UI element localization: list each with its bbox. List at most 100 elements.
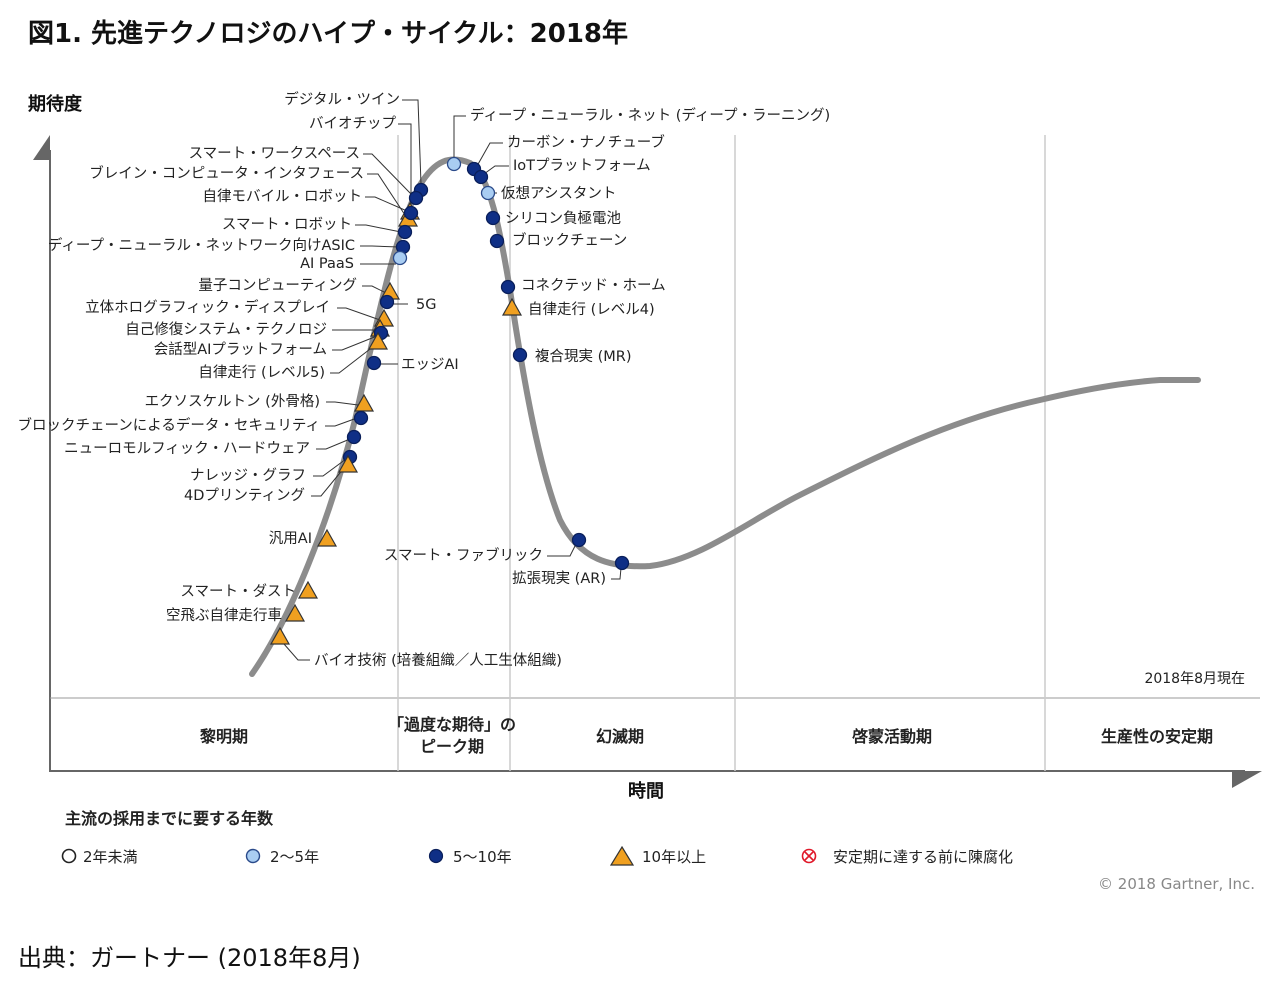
tech-label: シリコン負極電池 — [505, 210, 621, 227]
tech-marker-circle — [571, 532, 587, 548]
tech-marker-triangle — [353, 393, 375, 412]
tech-label: デジタル・ツイン — [284, 90, 400, 108]
tech-marker-circle — [353, 410, 369, 426]
tech-label: 複合現実 (MR) — [535, 348, 632, 365]
tech-label: バイオチップ — [309, 115, 396, 132]
legend-marker-5to10 — [428, 848, 444, 864]
leader-line — [363, 153, 413, 196]
leader-line — [367, 173, 406, 216]
phase-label-slope: 啓蒙活動期 — [852, 727, 932, 746]
tech-label: スマート・ファブリック — [384, 546, 543, 564]
source-note: 出典：ガートナー (2018年8月) — [18, 944, 361, 972]
tech-marker-circle — [485, 210, 501, 226]
phase-label-plateau: 生産性の安定期 — [1101, 727, 1213, 746]
copyright: © 2018 Gartner, Inc. — [1098, 875, 1255, 893]
tech-label: ブロックチェーンによるデータ・セキュリティ — [18, 416, 320, 434]
tech-label: ブレイン・コンピュータ・インタフェース — [89, 164, 364, 182]
tech-marker-circle — [379, 294, 395, 310]
chart-title: 図1. 先進テクノロジのハイプ・サイクル：2018年 — [28, 18, 628, 49]
tech-label: バイオ技術 (培養組織／人工生体組織) — [314, 651, 562, 669]
tech-marker-triangle — [367, 331, 389, 350]
leader-line — [313, 458, 347, 477]
leader-line — [325, 417, 358, 427]
tech-label: エッジAI — [401, 357, 459, 373]
tech-marker-circle — [366, 355, 382, 371]
tech-label: 汎用AI — [269, 530, 312, 547]
leader-line — [330, 345, 375, 374]
leader-line — [283, 643, 310, 661]
leader-lines — [283, 99, 622, 661]
y-axis-arrow — [33, 135, 50, 160]
tech-marker-triangle — [501, 297, 523, 316]
tech-label: 自律走行 (レベル5) — [198, 364, 325, 381]
hype-curve — [249, 156, 1201, 677]
tech-label: 仮想アシスタント — [501, 185, 616, 202]
leader-line — [326, 401, 359, 406]
leader-line — [365, 196, 408, 212]
legend-marker-lt2 — [61, 848, 77, 864]
tech-marker-circle — [446, 156, 462, 172]
leader-line — [476, 142, 503, 167]
tech-label: 空飛ぶ自律走行車 — [166, 607, 282, 624]
tech-label: ブロックチェーン — [512, 231, 627, 249]
tech-marker-circle — [403, 205, 419, 221]
tech-label: カーボン・ナノチューブ — [507, 133, 665, 151]
tech-marker-circle — [500, 279, 516, 295]
tech-marker-circle — [473, 169, 489, 185]
leader-line — [362, 285, 387, 294]
tech-label: ニューロモルフィック・ハードウェア — [64, 440, 310, 457]
leader-line — [453, 115, 466, 157]
tech-marker-triangle — [337, 454, 359, 473]
legend-marker-gt10 — [609, 845, 635, 866]
leader-line — [402, 99, 422, 185]
phase-label-trough: 幻滅期 — [596, 727, 644, 746]
tech-label: 4Dプリンティング — [184, 487, 305, 504]
tech-marker-circle — [397, 224, 413, 240]
leader-line — [483, 165, 509, 175]
leader-line — [611, 567, 622, 580]
tech-label: 自律モバイル・ロボット — [203, 188, 363, 205]
leader-line — [337, 307, 381, 321]
tech-marker-triangle — [316, 528, 338, 547]
tech-marker-triangle — [297, 580, 319, 599]
tech-label: 拡張現実 (AR) — [512, 570, 606, 587]
tech-label: コネクテッド・ホーム — [521, 277, 666, 294]
x-axis-label: 時間 — [628, 781, 664, 802]
leader-line — [547, 543, 577, 557]
leader-line — [355, 224, 402, 233]
leader-line — [398, 123, 412, 205]
tech-label: 量子コンピューティング — [198, 277, 357, 294]
legend-label-lt2: 2年未満 — [83, 848, 138, 866]
tech-marker-circle — [346, 429, 362, 445]
tech-labels: デジタル・ツインバイオチップスマート・ワークスペースブレイン・コンピュータ・イン… — [18, 90, 831, 669]
tech-label: ディープ・ニューラル・ネット (ディープ・ラーニング) — [470, 106, 830, 124]
tech-marker-circle — [392, 250, 408, 266]
tech-label: 会話型AIプラットフォーム — [154, 341, 327, 358]
tech-label: スマート・ロボット — [222, 216, 352, 233]
y-axis-label: 期待度 — [28, 93, 83, 115]
tech-label: 立体ホログラフィック・ディスプレイ — [85, 298, 330, 316]
leader-line — [316, 438, 351, 450]
tech-label: スマート・ワークスペース — [189, 145, 360, 162]
tech-label: ナレッジ・グラフ — [190, 467, 306, 484]
tech-label: ディープ・ニューラル・ネットワーク向けASIC — [48, 236, 355, 254]
tech-markers — [269, 156, 630, 645]
tech-label: エクソスケルトン (外骨格) — [145, 393, 320, 410]
tech-marker-circle — [480, 185, 496, 201]
as-of-date: 2018年8月現在 — [1144, 671, 1245, 687]
tech-marker-circle — [408, 190, 424, 206]
tech-label: IoTプラットフォーム — [513, 157, 651, 174]
tech-label: スマート・ダスト — [180, 583, 296, 600]
legend-label-obsolete: 安定期に達する前に陳腐化 — [833, 848, 1013, 866]
leader-line — [311, 467, 345, 497]
phase-label-innovation: 黎明期 — [200, 727, 248, 746]
leader-line — [332, 335, 378, 351]
tech-label: AI PaaS — [300, 256, 354, 272]
tech-label: 自己修復システム・テクノロジ — [125, 321, 327, 338]
phase-label-peak-line2: ピーク期 — [420, 737, 484, 756]
phase-label-peak-line1: 「過度な期待」の — [388, 715, 516, 734]
tech-marker-circle — [512, 347, 528, 363]
tech-marker-triangle — [269, 626, 291, 645]
legend-marker-obsolete-cross — [804, 851, 814, 861]
tech-label: 5G — [416, 297, 436, 313]
